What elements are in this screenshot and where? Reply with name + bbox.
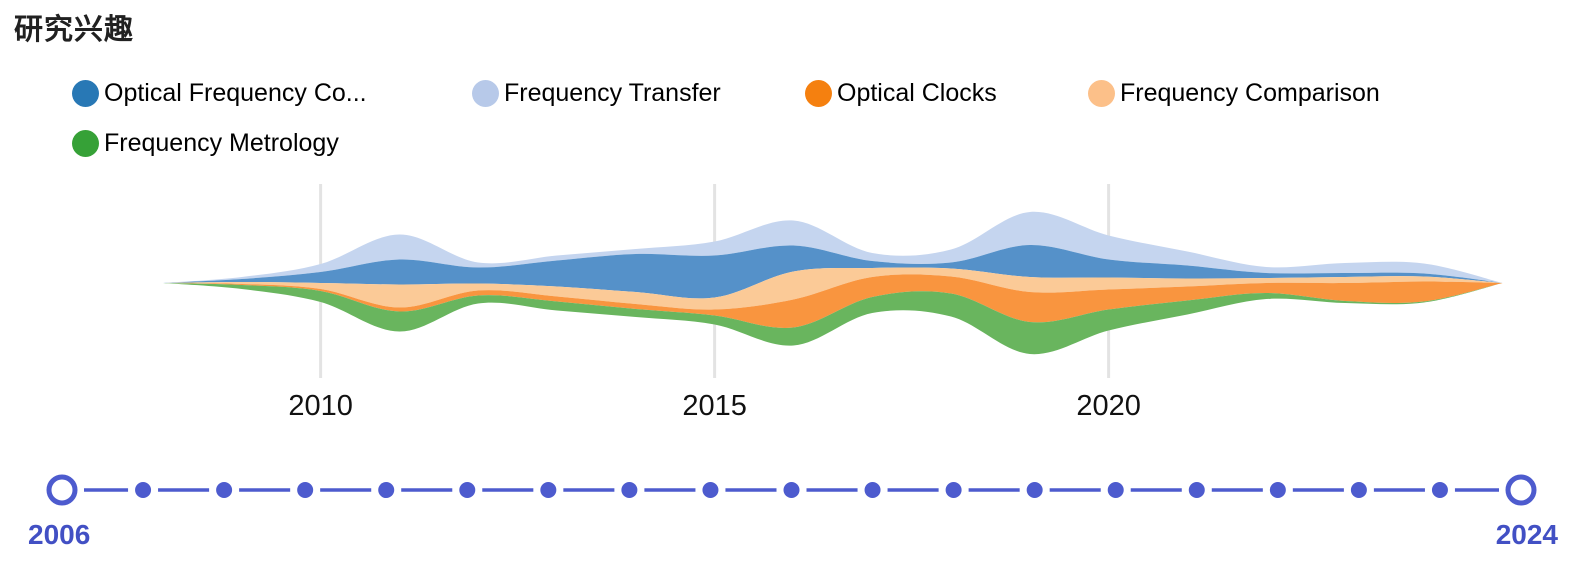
timeline-dot-2014[interactable] — [702, 482, 719, 498]
timeline-handle-2006[interactable] — [46, 474, 78, 506]
legend-label: Frequency Transfer — [504, 78, 721, 107]
legend-label: Frequency Comparison — [1120, 78, 1380, 107]
stream-series-frequency-transfer[interactable] — [163, 211, 1503, 283]
timeline-dot-2019[interactable] — [1107, 482, 1124, 498]
x-axis-tick-2010: 2010 — [288, 390, 353, 422]
timeline-dot-2022[interactable] — [1350, 482, 1367, 498]
x-axis-tick-2020: 2020 — [1076, 390, 1141, 422]
timeline-end-year: 2024 — [1495, 519, 1558, 550]
timeline-dot-2007[interactable] — [135, 482, 152, 498]
timeline-dot-2015[interactable] — [783, 482, 800, 498]
stream-series-optical-frequency-co[interactable] — [163, 244, 1503, 299]
timeline-dot-2021[interactable] — [1269, 482, 1286, 498]
legend-item-frequency-comparison[interactable]: Frequency Comparison — [1088, 78, 1380, 108]
legend-item-optical-frequency-comb[interactable]: Optical Frequency Co... — [72, 78, 367, 108]
timeline-dot-2018[interactable] — [1026, 482, 1043, 498]
page-title: 研究兴趣 — [14, 14, 135, 46]
timeline-dot-2009[interactable] — [297, 482, 314, 498]
timeline-dot-2020[interactable] — [1188, 482, 1205, 498]
series-color-dot-icon — [805, 79, 832, 107]
timeline-dot-2013[interactable] — [621, 482, 638, 498]
legend-label: Optical Frequency Co... — [104, 78, 367, 107]
legend-item-frequency-transfer[interactable]: Frequency Transfer — [472, 78, 721, 108]
timeline-start-year: 2006 — [28, 519, 91, 550]
series-color-dot-icon — [472, 79, 499, 107]
series-color-dot-icon — [72, 129, 99, 157]
timeline-handle-2024[interactable] — [1505, 474, 1537, 506]
timeline-dot-2017[interactable] — [945, 482, 962, 498]
x-axis-tick-2015: 2015 — [682, 390, 747, 422]
stream-series-frequency-comparison[interactable] — [163, 267, 1503, 310]
stream-series-frequency-metrology[interactable] — [163, 283, 1503, 355]
timeline-dot-2011[interactable] — [459, 482, 476, 498]
timeline-dot-2008[interactable] — [216, 482, 233, 498]
legend-item-optical-clocks[interactable]: Optical Clocks — [805, 78, 997, 108]
series-color-dot-icon — [1088, 79, 1115, 107]
timeline-dot-2023[interactable] — [1431, 482, 1448, 498]
legend-item-frequency-metrology[interactable]: Frequency Metrology — [72, 128, 339, 158]
series-color-dot-icon — [72, 79, 99, 107]
timeline-dot-2010[interactable] — [378, 482, 395, 498]
stream-series-optical-clocks[interactable] — [163, 274, 1503, 329]
timeline-dot-2012[interactable] — [540, 482, 557, 498]
legend-label: Frequency Metrology — [104, 128, 339, 157]
timeline-dot-2016[interactable] — [864, 482, 881, 498]
legend-label: Optical Clocks — [837, 78, 997, 107]
